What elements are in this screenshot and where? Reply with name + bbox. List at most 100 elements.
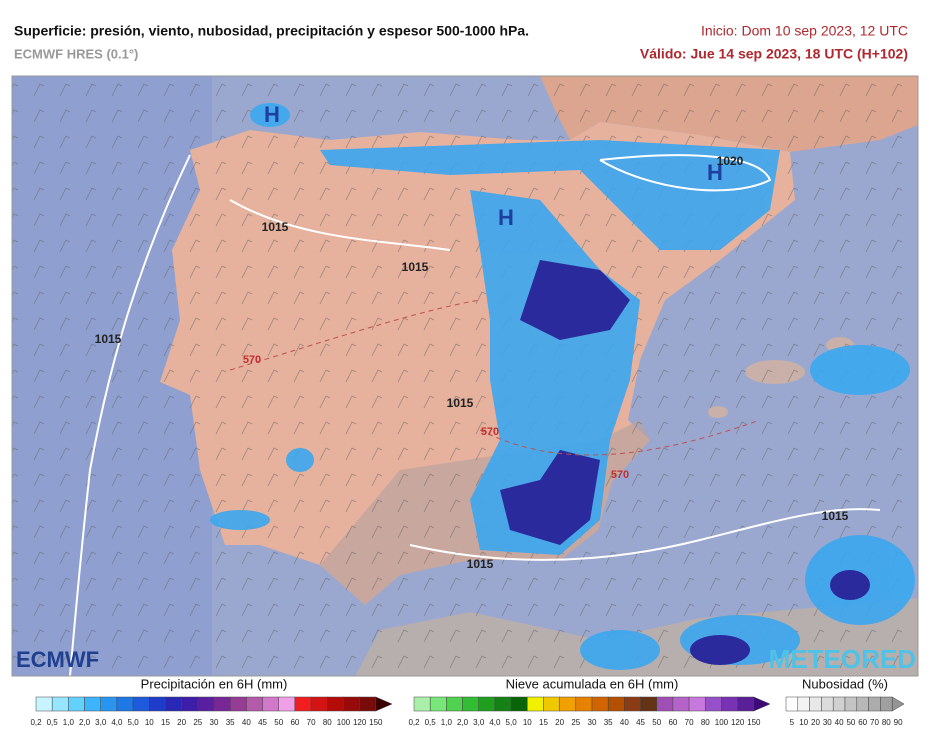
legend-label: 0,5 xyxy=(425,718,437,727)
legend-swatch xyxy=(527,696,544,712)
legend-swatch xyxy=(656,696,674,712)
legend-label: 100 xyxy=(715,718,729,727)
legend-swatch xyxy=(856,696,869,712)
legend-swatch xyxy=(343,696,360,712)
model: ECMWF HRES (0.1°) xyxy=(14,46,138,61)
legend-label: 60 xyxy=(858,718,867,727)
legend-label: 35 xyxy=(604,718,613,727)
legend-label: 60 xyxy=(290,718,299,727)
legend-title: Nieve acumulada en 6H (mm) xyxy=(506,676,679,691)
legend-swatch xyxy=(132,696,150,712)
legend-swatch xyxy=(494,696,512,712)
ecmwf-logo: ECMWF xyxy=(16,647,99,672)
legend-label: 0,2 xyxy=(30,718,42,727)
map-label: 1015 xyxy=(822,509,849,523)
legend-label: 50 xyxy=(652,718,661,727)
map xyxy=(12,76,918,676)
map-label: 1015 xyxy=(467,557,494,571)
legend-swatch xyxy=(559,696,577,712)
legend-label: 30 xyxy=(823,718,832,727)
legend-swatch xyxy=(640,696,657,712)
isobars xyxy=(69,154,881,676)
map-label: 1015 xyxy=(402,260,429,274)
legend-label: 2,0 xyxy=(457,718,469,727)
legend-swatch xyxy=(478,696,496,712)
legend-label: 1,0 xyxy=(441,718,453,727)
legend-swatch xyxy=(149,696,166,712)
legend-swatch xyxy=(575,696,593,712)
map-label: 1015 xyxy=(95,332,122,346)
legend-swatch xyxy=(891,696,905,712)
legend-swatch xyxy=(429,696,447,712)
legend-label: 15 xyxy=(161,718,170,727)
map-label: 1020 xyxy=(717,154,744,168)
legend-swatch xyxy=(868,696,881,712)
legend-label: 90 xyxy=(894,718,903,727)
legend-swatch xyxy=(181,696,199,712)
map-label: 570 xyxy=(481,426,499,438)
legend-title: Nubosidad (%) xyxy=(802,676,888,691)
map-label: H xyxy=(498,205,514,230)
legend-swatch xyxy=(100,696,118,712)
legend-label: 10 xyxy=(799,718,808,727)
legend-swatch xyxy=(359,696,377,712)
legend-label: 60 xyxy=(668,718,677,727)
legend-label: 15 xyxy=(539,718,548,727)
legend-swatch xyxy=(327,696,344,712)
legend-swatch xyxy=(543,696,560,712)
legend-label: 20 xyxy=(811,718,820,727)
legend-swatch xyxy=(278,696,296,712)
legend-swatch xyxy=(785,696,799,712)
legend-swatch xyxy=(197,696,215,712)
legend-label: 5,0 xyxy=(128,718,140,727)
legend-label: 35 xyxy=(226,718,235,727)
legend-swatch xyxy=(607,696,625,712)
legend-swatch xyxy=(68,696,85,712)
precip-heavy xyxy=(500,260,870,665)
legend-label: 25 xyxy=(571,718,580,727)
legend-swatch xyxy=(51,696,69,712)
legend-label: 4,0 xyxy=(489,718,501,727)
legend-swatch xyxy=(809,696,822,712)
legend-label: 10 xyxy=(145,718,154,727)
legend-swatch xyxy=(880,696,893,712)
legend-swatch xyxy=(213,696,231,712)
map-label: 570 xyxy=(611,469,629,481)
legend-label: 20 xyxy=(177,718,186,727)
legend-label: 3,0 xyxy=(473,718,485,727)
legend-label: 3,0 xyxy=(95,718,107,727)
legend-swatch xyxy=(624,696,641,712)
legend-swatch xyxy=(672,696,690,712)
map-frame xyxy=(11,75,919,677)
legend-label: 120 xyxy=(731,718,745,727)
map-label: H xyxy=(264,102,280,127)
legend-label: 40 xyxy=(620,718,629,727)
legend-swatch xyxy=(375,696,393,712)
legend-label: 100 xyxy=(337,718,351,727)
legend-swatch xyxy=(262,696,279,712)
map-label: H xyxy=(707,160,723,185)
legend-label: 50 xyxy=(846,718,855,727)
legend-label: 5,0 xyxy=(506,718,518,727)
legend-swatch xyxy=(832,696,846,712)
legend-label: 0,2 xyxy=(408,718,420,727)
legend-swatch xyxy=(229,696,247,712)
legend-swatch xyxy=(797,696,810,712)
meteored-logo: METEORED xyxy=(769,644,916,674)
legend-swatch xyxy=(721,696,738,712)
legend-label: 40 xyxy=(835,718,844,727)
legend-label: 10 xyxy=(523,718,532,727)
legend-swatch xyxy=(705,696,722,712)
map-label: 1015 xyxy=(262,220,289,234)
legend-label: 80 xyxy=(701,718,710,727)
legend-swatch xyxy=(446,696,463,712)
legend-swatch xyxy=(310,696,328,712)
legend-label: 30 xyxy=(210,718,219,727)
legend-label: 5 xyxy=(790,718,795,727)
legend-label: 70 xyxy=(870,718,879,727)
init-time: Inicio: Dom 10 sep 2023, 12 UTC xyxy=(701,23,908,39)
legend-label: 70 xyxy=(307,718,316,727)
legend-swatch xyxy=(462,696,479,712)
legend-swatch xyxy=(510,696,528,712)
